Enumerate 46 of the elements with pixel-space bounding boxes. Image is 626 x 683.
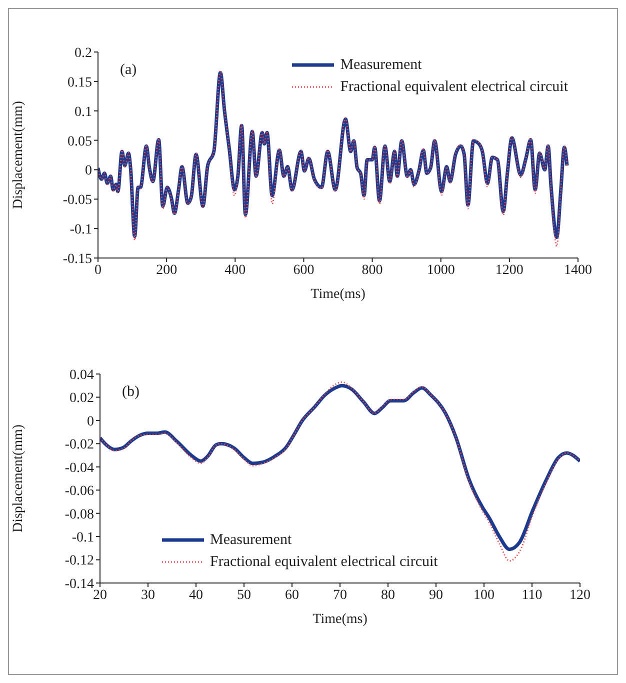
- y-tick-label: 0: [85, 164, 92, 179]
- y-tick-label: -0.06: [64, 484, 94, 500]
- x-tick-label: 100: [474, 588, 494, 603]
- x-tick-label: 30: [141, 588, 155, 603]
- y-tick-label: 0.15: [68, 75, 92, 90]
- annotation: (a): [120, 62, 137, 79]
- x-axis-title: Time(ms): [312, 612, 368, 627]
- y-axis-title: Displacement(mm): [10, 100, 26, 210]
- y-tick-label: -0.1: [72, 530, 94, 546]
- x-tick-label: 120: [570, 588, 590, 603]
- y-tick-label: -0.14: [64, 576, 94, 592]
- x-tick-label: 1000: [426, 262, 455, 278]
- y-tick-label: 0.05: [68, 134, 92, 150]
- y-tick-label: -0.05: [62, 193, 92, 208]
- y-tick-label: 0: [87, 414, 94, 430]
- x-tick-label: 200: [156, 262, 178, 278]
- x-tick-label: 800: [362, 262, 383, 278]
- y-tick-label: 0.2: [74, 46, 92, 61]
- y-tick-label: -0.1: [70, 222, 92, 238]
- y-tick-label: 0.1: [74, 104, 92, 120]
- legend-label: Measurement: [340, 56, 422, 74]
- y-tick-label: -0.02: [64, 438, 94, 453]
- x-axis-title: Time(ms): [310, 287, 366, 302]
- x-tick-label: 60: [285, 588, 299, 603]
- legend-label: Measurement: [210, 532, 292, 548]
- y-tick-label: 0.04: [70, 368, 94, 383]
- x-tick-label: 1400: [564, 262, 592, 278]
- x-tick-label: 110: [522, 588, 542, 603]
- legend-label: Fractional equivalent electrical circuit: [340, 78, 568, 96]
- x-tick-label: 600: [293, 262, 314, 278]
- y-axis-title: Displacement(mm): [10, 424, 26, 533]
- y-tick-label: 0.02: [70, 391, 94, 406]
- y-tick-label: -0.04: [64, 460, 94, 476]
- x-tick-label: 50: [237, 588, 251, 603]
- x-tick-label: 20: [93, 588, 107, 603]
- x-tick-label: 400: [224, 262, 246, 278]
- annotation: (b): [122, 384, 140, 401]
- y-tick-label: -0.15: [62, 252, 92, 267]
- x-tick-label: 80: [381, 588, 395, 603]
- legend-label: Fractional equivalent electrical circuit: [210, 554, 438, 570]
- x-tick-label: 70: [333, 588, 347, 603]
- x-tick-label: 1200: [495, 262, 524, 278]
- y-tick-label: -0.12: [64, 554, 94, 569]
- x-tick-label: 90: [429, 588, 443, 603]
- x-tick-label: 40: [189, 588, 203, 603]
- y-tick-label: -0.08: [64, 507, 94, 522]
